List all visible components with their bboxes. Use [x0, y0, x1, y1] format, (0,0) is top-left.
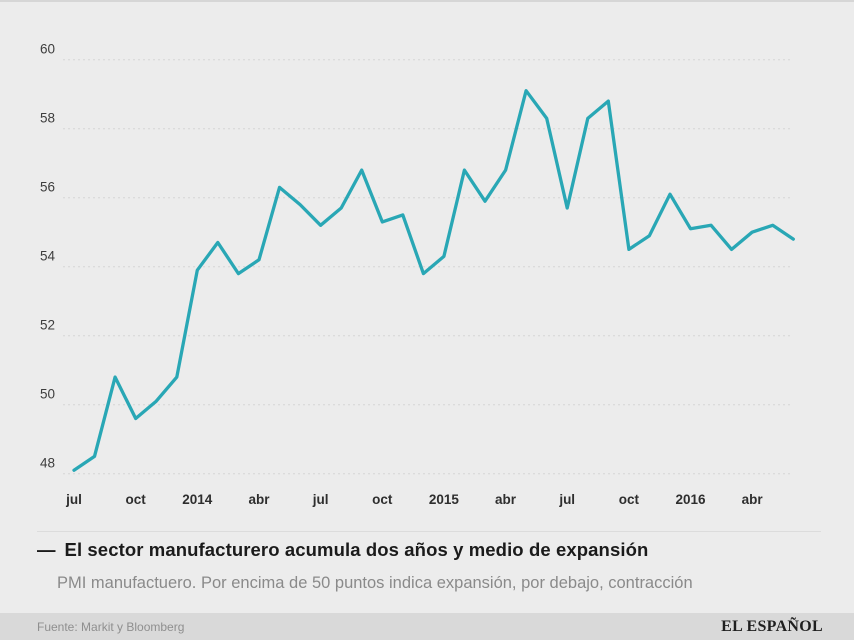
- x-axis-label-oct: oct: [619, 492, 640, 507]
- title-dash: —: [37, 539, 56, 560]
- x-axis-label-jul: jul: [558, 492, 575, 507]
- x-axis-label-oct: oct: [126, 492, 147, 507]
- source-credit: Fuente: Markit y Bloomberg: [37, 619, 185, 634]
- x-axis-label-jul: jul: [65, 492, 82, 507]
- y-axis-label-52: 52: [40, 318, 55, 333]
- x-axis-label-jul: jul: [312, 492, 329, 507]
- y-axis-label-58: 58: [40, 111, 55, 126]
- y-axis-label-56: 56: [40, 180, 55, 195]
- x-axis-label-abr: abr: [742, 492, 764, 507]
- footer-bar: Fuente: Markit y Bloomberg EL ESPAÑOL: [0, 613, 854, 640]
- x-axis-label-abr: abr: [495, 492, 517, 507]
- chart-subtitle: PMI manufactuero. Por encima de 50 punto…: [57, 574, 693, 592]
- x-axis-label-2016: 2016: [675, 492, 706, 507]
- x-axis-label-abr: abr: [248, 492, 270, 507]
- x-axis-label-2015: 2015: [429, 492, 460, 507]
- x-axis-label-2014: 2014: [182, 492, 213, 507]
- chart-header: — El sector manufacturero acumula dos añ…: [37, 538, 824, 561]
- header-divider: [37, 531, 821, 532]
- brand-logo: EL ESPAÑOL: [721, 617, 823, 635]
- y-axis-label-54: 54: [40, 249, 56, 264]
- x-axis-label-oct: oct: [372, 492, 393, 507]
- pmi-series-line: [72, 89, 795, 472]
- chart-title: El sector manufacturero acumula dos años…: [64, 539, 649, 560]
- pmi-line-chart: 48 50 52 54 56 58 60 jul oct 2014 abr jul oct 2015 abr…: [40, 42, 795, 507]
- y-axis-label-48: 48: [40, 456, 55, 471]
- y-axis-label-60: 60: [40, 42, 55, 57]
- y-axis-label-50: 50: [40, 387, 55, 402]
